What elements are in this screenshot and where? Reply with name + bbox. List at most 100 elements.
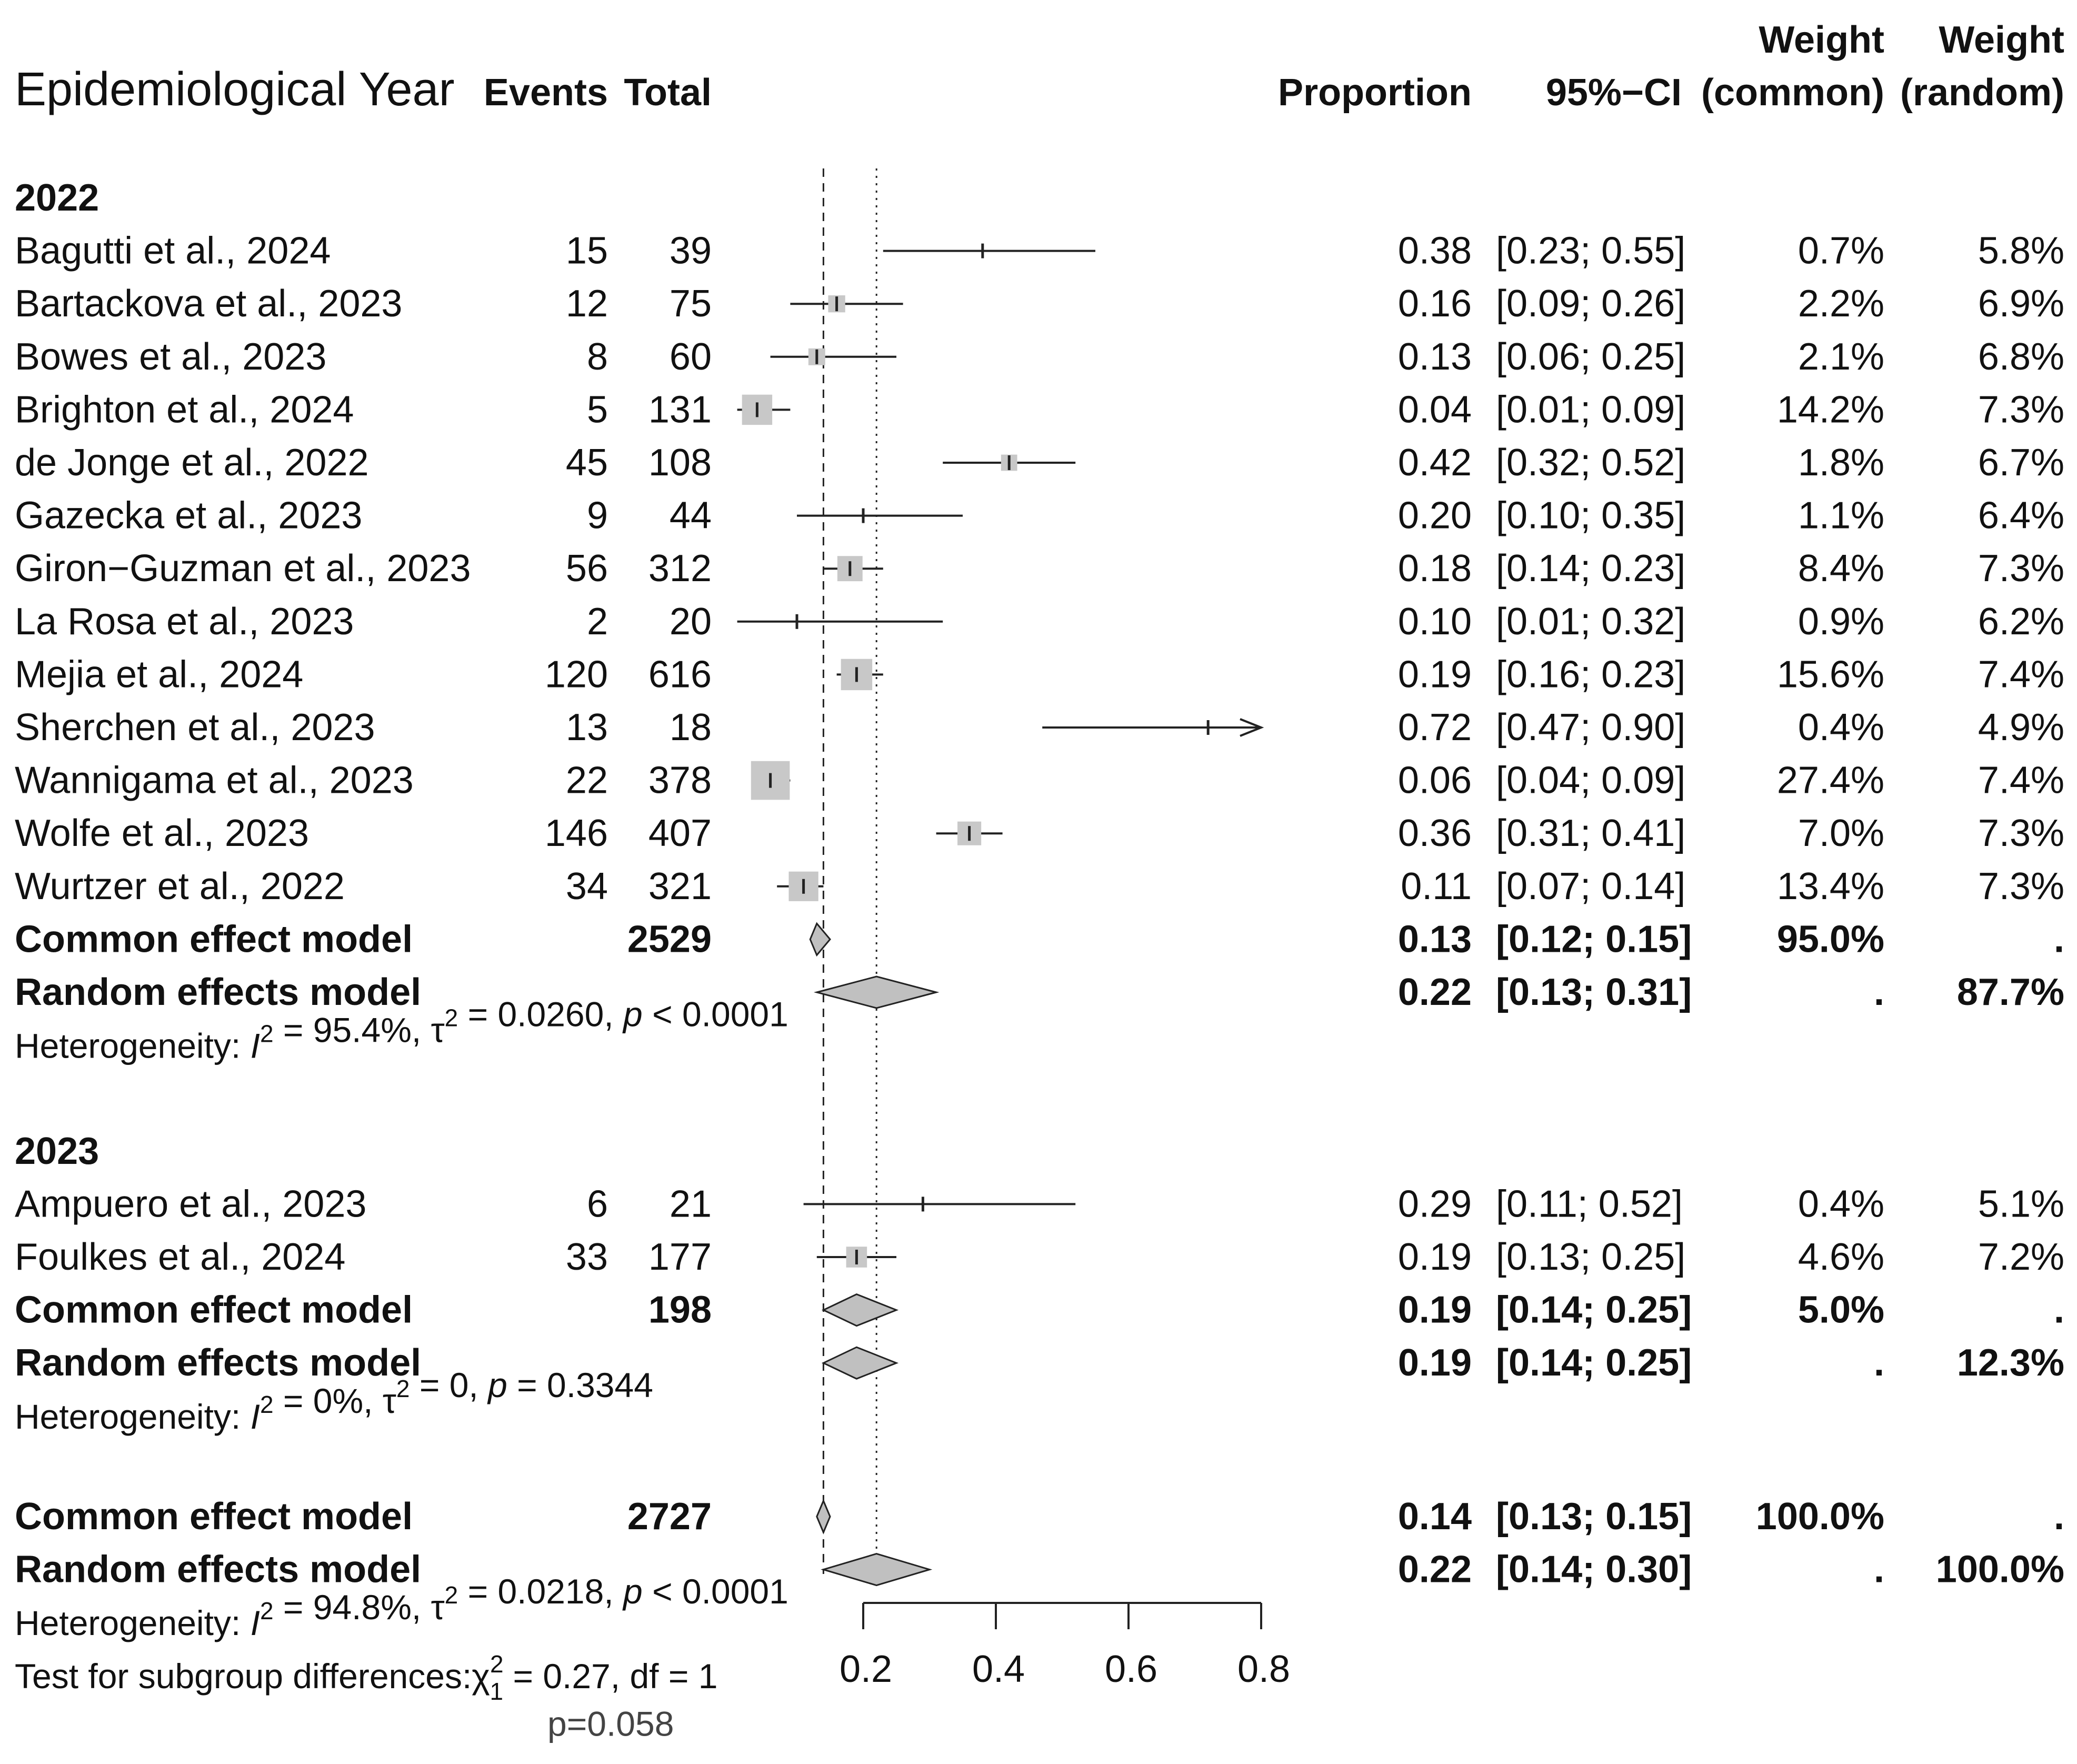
group-2022-study-11-total: 407 <box>648 812 712 854</box>
group-2023-study-1-name: Foulkes et al., 2024 <box>15 1236 345 1278</box>
group-2022-study-7-events: 2 <box>587 601 608 643</box>
group-2022-study-1-name: Bartackova et al., 2023 <box>15 283 402 325</box>
group-2022-study-2-weight-common: 2.1% <box>1798 336 1884 378</box>
group-2023-common-weight-random: . <box>2054 1289 2064 1331</box>
header-weight-common-1: Weight <box>1759 19 1884 61</box>
group-2022-study-8-weight-random: 7.4% <box>1978 653 2064 695</box>
group-2022-study-0-ci: [0.23; 0.55] <box>1496 230 1685 272</box>
group-2022-heterogeneity: Heterogeneity: I2 = 95.4%, τ2 = 0.0260, … <box>15 995 788 1065</box>
group-2022-study-6-weight-common: 8.4% <box>1798 547 1884 590</box>
group-2022-study-5-events: 9 <box>587 495 608 537</box>
group-2022-study-12-total: 321 <box>648 865 712 908</box>
group-2022-label: 2022 <box>15 177 99 219</box>
group-2023-study-0-events: 6 <box>587 1183 608 1225</box>
group-2022-study-9-proportion: 0.72 <box>1398 706 1472 749</box>
group-2022-common-weight-random: . <box>2054 918 2064 960</box>
x-tick-label-0: 0.2 <box>840 1648 892 1690</box>
group-2022-study-6-weight-random: 7.3% <box>1978 547 2064 590</box>
group-2022-study-6-proportion: 0.18 <box>1398 547 1472 590</box>
group-2022-study-5-weight-random: 6.4% <box>1978 495 2064 537</box>
overall-random-label: Random effects model <box>15 1549 421 1591</box>
group-2023-study-1-weight-common: 4.6% <box>1798 1236 1884 1278</box>
group-2022-study-2-proportion: 0.13 <box>1398 336 1472 378</box>
overall-common-total: 2727 <box>627 1496 712 1538</box>
group-2022-study-2-weight-random: 6.8% <box>1978 336 2064 378</box>
group-2022-study-11-name: Wolfe et al., 2023 <box>15 812 309 854</box>
group-2022-study-12-weight-random: 7.3% <box>1978 865 2064 908</box>
group-2023-random-proportion: 0.19 <box>1398 1342 1472 1384</box>
group-2022-study-5-weight-common: 1.1% <box>1798 495 1884 537</box>
group-2022-study-8-events: 120 <box>545 653 608 695</box>
header-weight-random-1: Weight <box>1939 19 2064 61</box>
group-2022-study-1-events: 12 <box>566 283 608 325</box>
reference-lines <box>822 168 877 1574</box>
group-2022-study-10-ci: [0.04; 0.09] <box>1496 760 1685 802</box>
group-2023-common-total: 198 <box>648 1289 712 1331</box>
header-weight-random-2: (random) <box>1900 72 2064 114</box>
group-2022-study-8-name: Mejia et al., 2024 <box>15 653 303 695</box>
group-2023-random-ci: [0.14; 0.25] <box>1496 1342 1692 1384</box>
group-2023-random-weight-common: . <box>1874 1342 1884 1384</box>
group-2022-study-3-weight-random: 7.3% <box>1978 388 2064 431</box>
subgroup-test: Test for subgroup differences:χ2 1 = 0.27… <box>15 1650 717 1705</box>
overall-random-diamond <box>821 1553 933 1587</box>
group-2022-study-3-total: 131 <box>648 388 712 431</box>
group-2022-study-7-weight-common: 0.9% <box>1798 601 1884 643</box>
group-2022-study-8-ci: [0.16; 0.23] <box>1496 653 1685 695</box>
group-2022-study-6-ci: [0.14; 0.23] <box>1496 547 1685 590</box>
group-2022-study-7-name: La Rosa et al., 2023 <box>15 601 354 643</box>
group-2022-random-weight-random: 87.7% <box>1957 971 2064 1013</box>
group-2022-study-1-weight-random: 6.9% <box>1978 283 2064 325</box>
plot-marks <box>737 243 1264 1587</box>
header-ci: 95%−CI <box>1546 72 1682 114</box>
group-2022-study-10-events: 22 <box>566 760 608 802</box>
group-2022-study-4-events: 45 <box>566 442 608 484</box>
group-2022-study-4-total: 108 <box>648 442 712 484</box>
x-tick-label-1: 0.4 <box>972 1648 1025 1690</box>
group-2023-study-0-name: Ampuero et al., 2023 <box>15 1183 366 1225</box>
x-axis: 0.2 0.4 0.6 0.8 <box>840 1602 1290 1690</box>
group-2022-study-0-events: 15 <box>566 230 608 272</box>
overall-common-label: Common effect model <box>15 1496 413 1538</box>
group-2022-study-11-proportion: 0.36 <box>1398 812 1472 854</box>
group-2022-study-5-name: Gazecka et al., 2023 <box>15 495 362 537</box>
group-2022-study-6-total: 312 <box>648 547 712 590</box>
group-2023-study-1-events: 33 <box>566 1236 608 1278</box>
group-2022-study-7-weight-random: 6.2% <box>1978 601 2064 643</box>
group-2023-study-1-proportion: 0.19 <box>1398 1236 1472 1278</box>
group-2022-study-2-name: Bowes et al., 2023 <box>15 336 326 378</box>
group-2022-common-proportion: 0.13 <box>1398 918 1472 960</box>
group-2022-study-0-weight-random: 5.8% <box>1978 230 2064 272</box>
group-2022-random-proportion: 0.22 <box>1398 971 1472 1013</box>
x-tick-label-3: 0.8 <box>1237 1648 1290 1690</box>
group-2023-common-label: Common effect model <box>15 1289 413 1331</box>
header-total: Total <box>624 72 712 114</box>
group-2022-study-1-ci: [0.09; 0.26] <box>1496 283 1685 325</box>
group-2022-study-0-weight-common: 0.7% <box>1798 230 1884 272</box>
overall-common-proportion: 0.14 <box>1398 1496 1472 1538</box>
group-2022-study-5-ci: [0.10; 0.35] <box>1496 495 1685 537</box>
header-events: Events <box>484 72 608 114</box>
group-2022-study-2-total: 60 <box>670 336 712 378</box>
group-2022-study-1-proportion: 0.16 <box>1398 283 1472 325</box>
group-2022-study-8-proportion: 0.19 <box>1398 653 1472 695</box>
group-2022-study-1-total: 75 <box>670 283 712 325</box>
overall-common-diamond <box>816 1499 831 1534</box>
overall-common-weight-common: 100.0% <box>1756 1496 1884 1538</box>
group-2023-study-0-weight-random: 5.1% <box>1978 1183 2064 1225</box>
group-2022-study-4-weight-common: 1.8% <box>1798 442 1884 484</box>
group-2022-study-9-total: 18 <box>670 706 712 749</box>
group-2022-study-1-weight-common: 2.2% <box>1798 283 1884 325</box>
group-2023-study-1-ci: [0.13; 0.25] <box>1496 1236 1685 1278</box>
group-2023-study-0-total: 21 <box>670 1183 712 1225</box>
group-2022-study-12-ci: [0.07; 0.14] <box>1496 865 1685 908</box>
group-2022-study-2-ci: [0.06; 0.25] <box>1496 336 1685 378</box>
x-tick-label-2: 0.6 <box>1105 1648 1157 1690</box>
group-2022-study-12-events: 34 <box>566 865 608 908</box>
group-2023-random-diamond <box>821 1346 899 1380</box>
overall-random-proportion: 0.22 <box>1398 1549 1472 1591</box>
group-2022-study-2-events: 8 <box>587 336 608 378</box>
group-2023-study-0-weight-common: 0.4% <box>1798 1183 1884 1225</box>
overall-random-weight-common: . <box>1874 1549 1884 1591</box>
